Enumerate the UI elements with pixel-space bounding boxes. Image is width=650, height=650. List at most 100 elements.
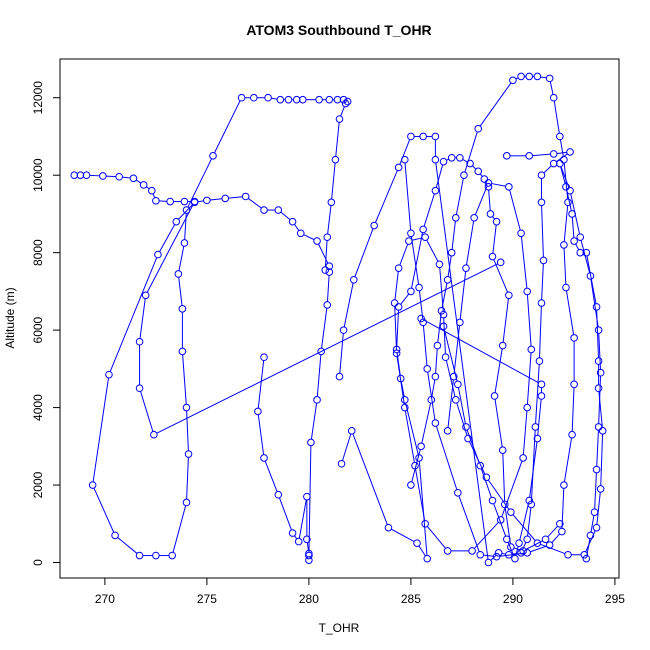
data-point <box>394 303 403 311</box>
data-point <box>545 74 554 83</box>
data-point <box>488 252 497 261</box>
series-2 <box>88 93 352 560</box>
data-point <box>435 260 444 269</box>
data-point <box>292 95 301 104</box>
data-point <box>294 537 303 546</box>
data-point <box>407 229 415 238</box>
data-point <box>488 496 497 505</box>
data-point <box>564 550 572 559</box>
series-segment <box>598 333 601 370</box>
series-segment <box>522 410 528 455</box>
data-point <box>484 558 493 567</box>
data-point <box>509 76 517 85</box>
data-point <box>594 357 603 365</box>
data-point <box>178 305 187 313</box>
data-point <box>476 550 485 559</box>
series-segment <box>540 76 547 79</box>
series-segment <box>431 379 436 397</box>
data-point <box>498 446 507 454</box>
series-segment <box>298 499 307 539</box>
data-point <box>492 552 501 561</box>
series-7 <box>390 159 607 563</box>
series-segment <box>479 82 512 127</box>
data-point <box>492 217 501 226</box>
data-point <box>496 258 505 267</box>
data-point <box>427 396 436 404</box>
series-segment <box>400 293 410 305</box>
data-point <box>505 291 513 300</box>
data-point <box>174 270 183 278</box>
data-point <box>307 438 315 447</box>
series-segment <box>596 430 599 467</box>
data-point <box>468 547 476 555</box>
data-point <box>339 95 348 104</box>
series-segment <box>172 505 187 553</box>
series-segment <box>418 290 424 320</box>
series-segment <box>487 479 510 510</box>
series-segment <box>551 533 561 543</box>
data-point <box>447 153 456 162</box>
data-point <box>470 213 478 222</box>
data-point <box>549 93 558 102</box>
y-axis-label: Altitude (m) <box>3 287 17 348</box>
data-point <box>556 519 564 528</box>
data-point <box>527 500 536 509</box>
data-point <box>315 95 323 104</box>
series-segment <box>411 232 423 289</box>
data-point <box>462 423 470 431</box>
series-segment <box>423 193 435 227</box>
data-point <box>394 163 403 172</box>
series-segment <box>596 492 601 525</box>
data-point <box>507 543 515 551</box>
series-segment <box>520 236 528 289</box>
series-segment <box>439 267 444 312</box>
data-point <box>570 334 578 342</box>
data-point <box>537 392 546 400</box>
data-point <box>549 159 558 168</box>
series-segment <box>549 81 554 95</box>
series-segment <box>435 348 438 374</box>
data-point <box>486 210 495 218</box>
series-segment <box>410 236 420 285</box>
data-point <box>274 206 283 214</box>
series-segment <box>182 354 187 405</box>
series-segment <box>580 240 591 273</box>
data-point <box>82 171 91 179</box>
series-segment <box>159 224 176 252</box>
series-segment <box>502 453 506 502</box>
series-segment <box>214 100 241 154</box>
series-segment <box>326 275 330 302</box>
data-point <box>560 155 568 164</box>
series-segment <box>507 542 515 556</box>
series-segment <box>427 372 436 420</box>
series-segment <box>248 198 262 209</box>
data-point <box>260 206 268 214</box>
data-point <box>303 492 311 501</box>
series-1 <box>254 353 313 564</box>
series-segment <box>92 377 109 482</box>
data-point <box>325 268 334 276</box>
data-point <box>464 434 472 443</box>
x-tick-label: 280 <box>299 592 319 606</box>
data-point <box>288 529 297 537</box>
data-point <box>150 430 158 439</box>
series-segment <box>280 211 291 220</box>
data-point <box>443 547 452 555</box>
series-segment <box>399 243 409 266</box>
series-segment <box>462 158 468 163</box>
series-segment <box>306 542 309 551</box>
data-point <box>541 535 550 544</box>
series-segment <box>559 139 564 157</box>
data-point <box>523 287 531 296</box>
series-segment <box>257 360 265 409</box>
data-point <box>317 347 325 356</box>
data-point <box>566 148 574 156</box>
series-segment <box>458 495 480 552</box>
series-segment <box>493 259 509 293</box>
series-segment <box>519 503 529 541</box>
data-point <box>254 407 262 416</box>
data-point <box>405 237 413 245</box>
data-point <box>556 132 564 141</box>
data-point <box>180 239 189 247</box>
data-point <box>288 217 297 226</box>
